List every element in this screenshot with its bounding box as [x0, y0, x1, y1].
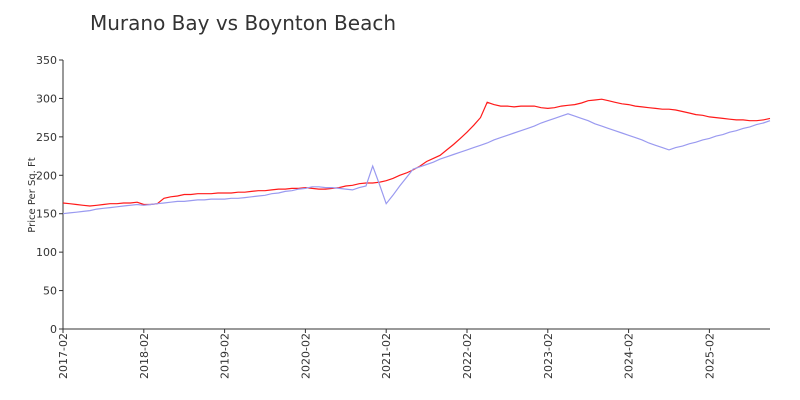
- y-tick-label: 150: [36, 208, 57, 221]
- x-tick-label: 2021-02: [380, 333, 393, 379]
- series-line: [62, 98, 771, 207]
- x-tick-label: 2019-02: [219, 333, 232, 379]
- y-tick-label: 0: [50, 323, 57, 336]
- chart-title: Murano Bay vs Boynton Beach: [90, 11, 396, 35]
- series-line: [62, 113, 771, 215]
- y-tick-label: 50: [43, 285, 57, 298]
- x-tick-label: 2020-02: [299, 333, 312, 379]
- x-tick-label: 2023-02: [542, 333, 555, 379]
- y-tick-label: 300: [36, 92, 57, 105]
- y-tick-label: 200: [36, 169, 57, 182]
- x-tick-label: 2022-02: [461, 333, 474, 379]
- y-tick-label: 350: [36, 54, 57, 67]
- x-tick-label: 2024-02: [623, 333, 636, 379]
- y-tick-label: 250: [36, 131, 57, 144]
- x-tick-label: 2018-02: [138, 333, 151, 379]
- y-axis-label: Price Per Sq. Ft: [27, 157, 38, 232]
- x-tick-label: 2017-02: [57, 333, 70, 379]
- y-tick-label: 100: [36, 246, 57, 259]
- x-tick-label: 2025-02: [703, 333, 716, 379]
